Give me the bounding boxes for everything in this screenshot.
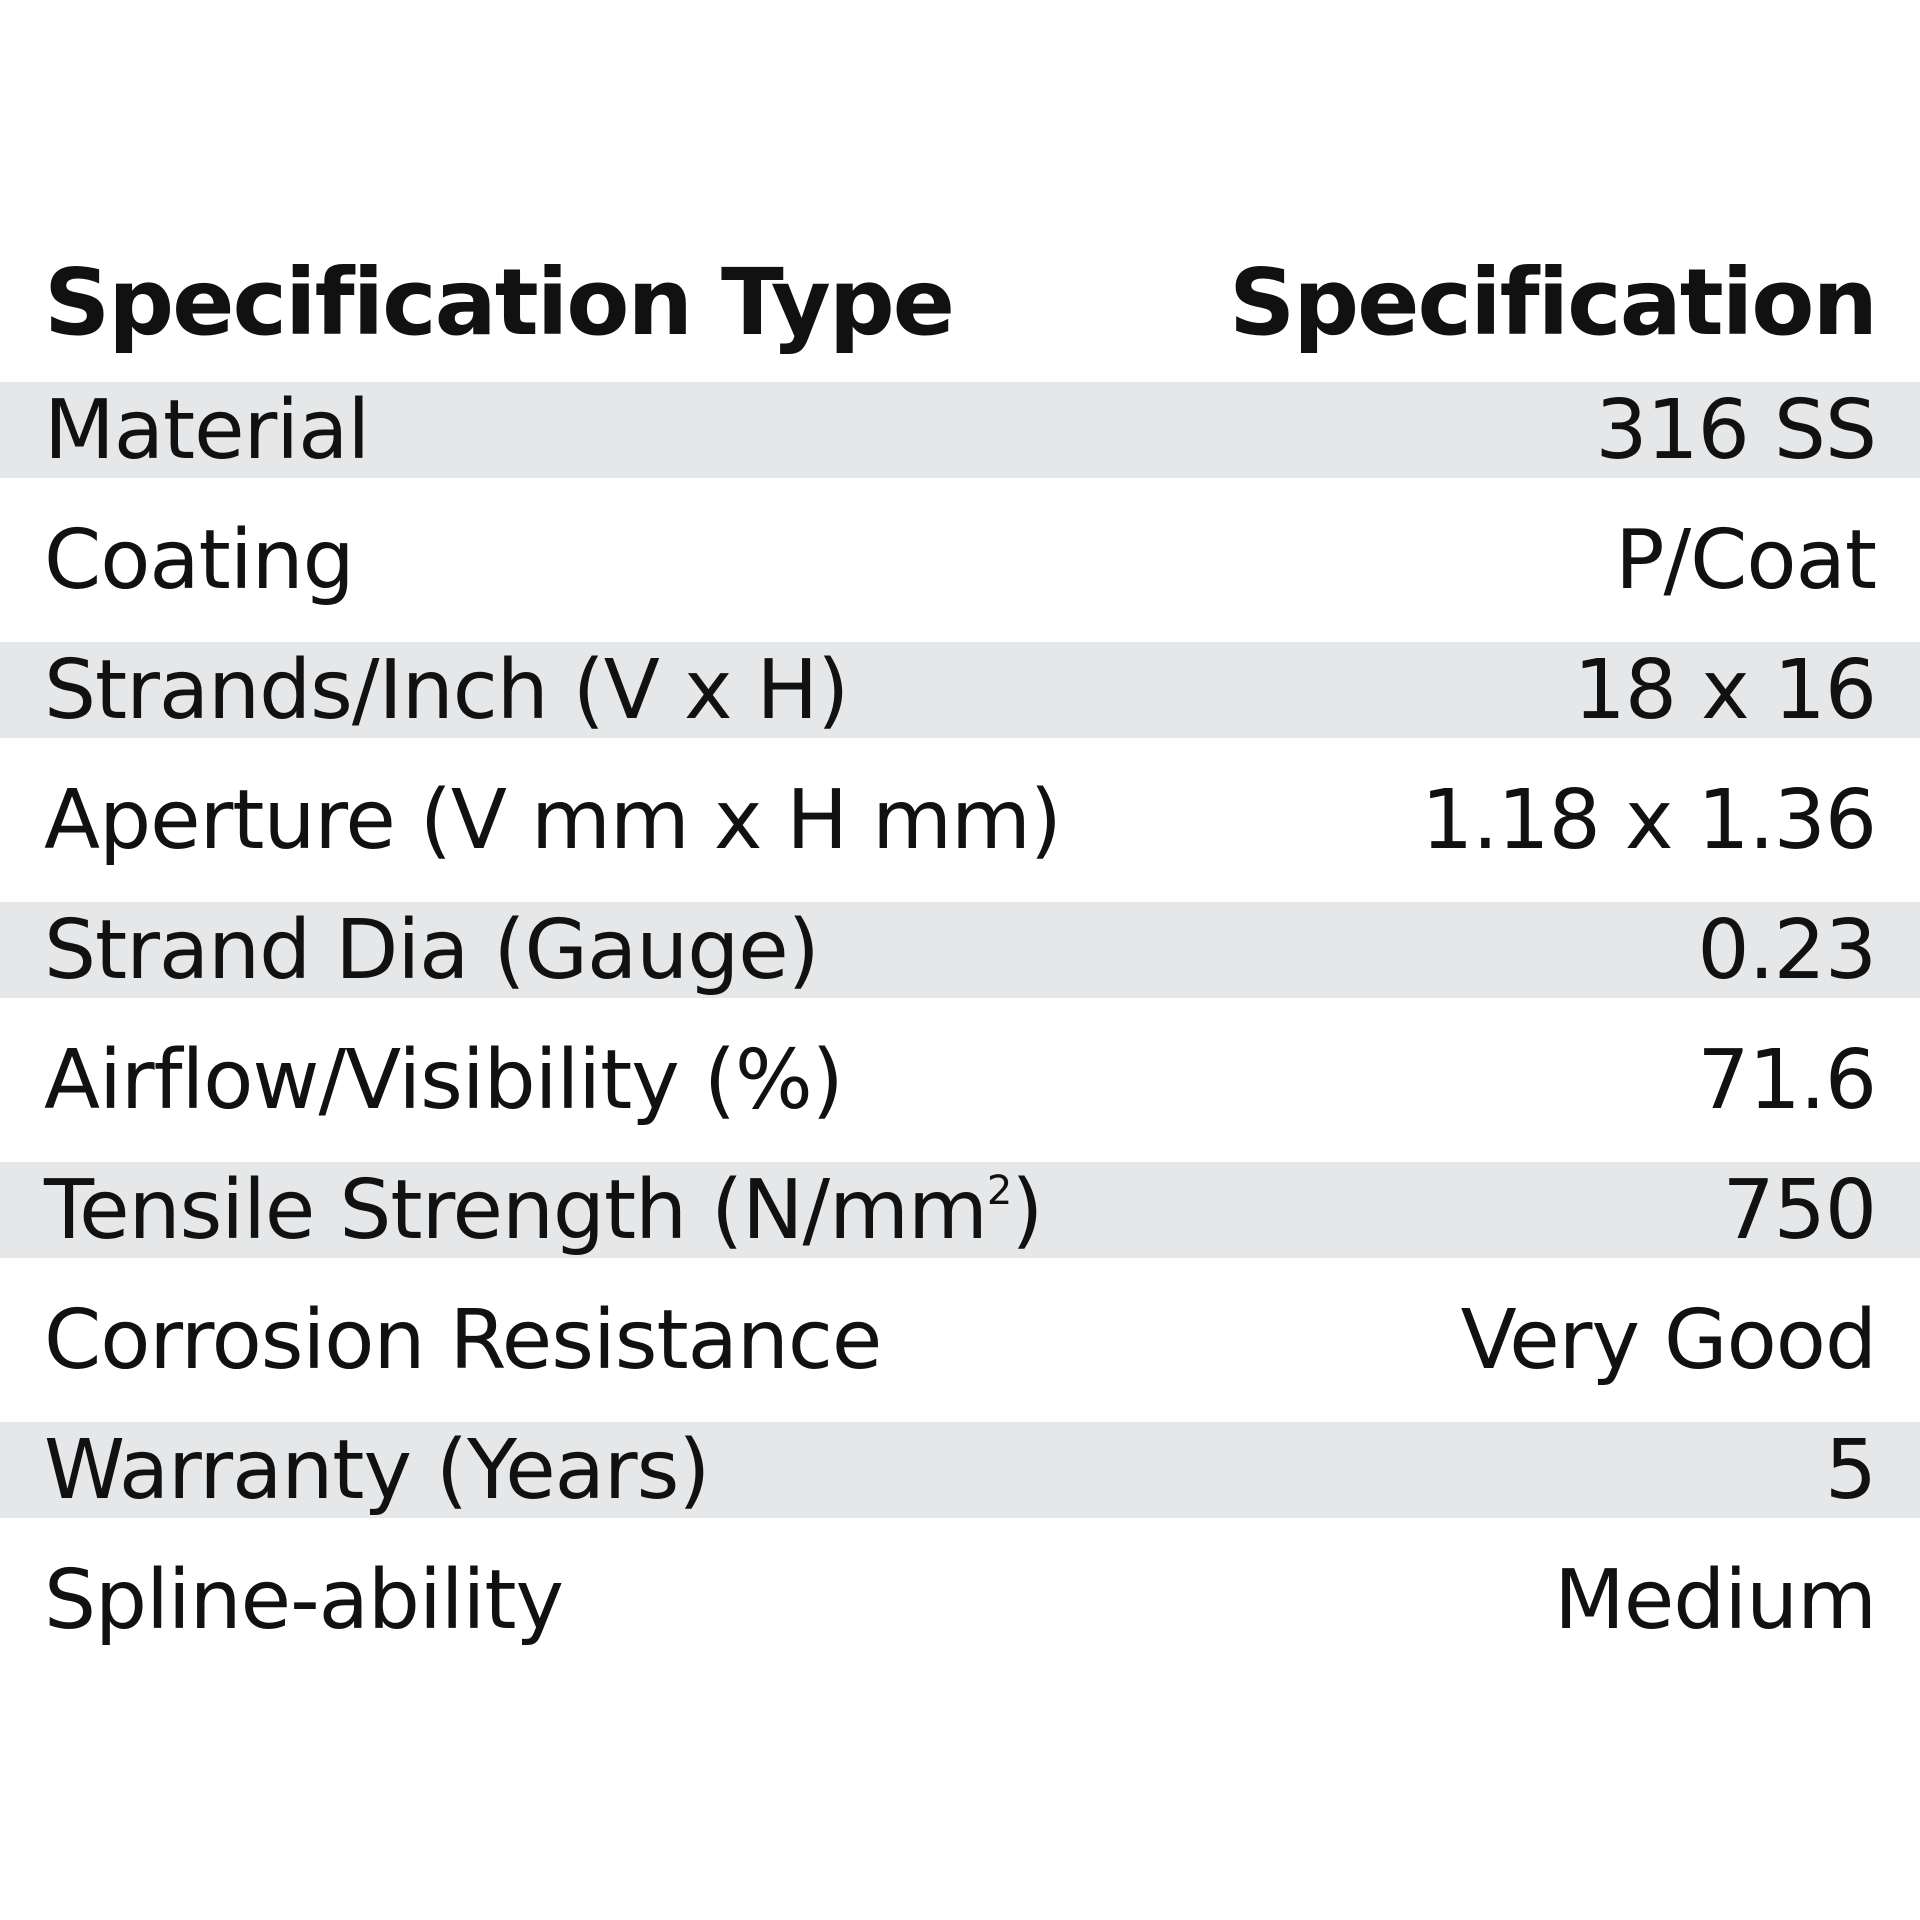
row-label: Coating (44, 512, 355, 608)
row-label: Warranty (Years) (44, 1422, 710, 1518)
table-row-warranty: Warranty (Years) 5 (0, 1422, 1920, 1518)
row-label-superscript: 2 (986, 1167, 1012, 1214)
row-label-suffix: ) (1011, 1162, 1043, 1258)
row-value: 18 x 16 (1573, 642, 1877, 738)
row-value: Medium (1554, 1552, 1877, 1648)
table-row-tensile: Tensile Strength (N/mm2) 750 (0, 1162, 1920, 1258)
header-spec: Specification (1229, 248, 1878, 356)
row-label: Airflow/Visibility (%) (44, 1032, 844, 1128)
table-row-strand-dia: Strand Dia (Gauge) 0.23 (0, 902, 1920, 998)
row-value: 750 (1722, 1162, 1877, 1258)
table-row-airflow: Airflow/Visibility (%) 71.6 (0, 1015, 1920, 1145)
row-label: Spline-ability (44, 1552, 564, 1648)
row-label: Strands/Inch (V x H) (44, 642, 849, 738)
row-label-main: Tensile Strength (N/mm (44, 1162, 988, 1258)
row-value: Very Good (1460, 1292, 1877, 1388)
row-value: 71.6 (1697, 1032, 1877, 1128)
row-value: 0.23 (1697, 902, 1877, 998)
header-spec-type: Specification Type (44, 248, 955, 356)
table-row-strands: Strands/Inch (V x H) 18 x 16 (0, 642, 1920, 738)
row-label: Corrosion Resistance (44, 1292, 882, 1388)
table-row-corrosion: Corrosion Resistance Very Good (0, 1275, 1920, 1405)
table-row-aperture: Aperture (V mm x H mm) 1.18 x 1.36 (0, 755, 1920, 885)
table-row-spline: Spline-ability Medium (0, 1535, 1920, 1665)
row-value: 316 SS (1595, 382, 1877, 478)
row-label: Aperture (V mm x H mm) (44, 772, 1062, 868)
row-label: Tensile Strength (N/mm2) (44, 1162, 1043, 1258)
row-value: 5 (1824, 1422, 1877, 1518)
row-label: Strand Dia (Gauge) (44, 902, 820, 998)
table-header: Specification Type Specification (0, 240, 1920, 364)
spec-table: Specification Type Specification Materia… (0, 240, 1920, 1665)
table-row-material: Material 316 SS (0, 382, 1920, 478)
row-value: P/Coat (1615, 512, 1877, 608)
table-row-coating: Coating P/Coat (0, 495, 1920, 625)
row-value: 1.18 x 1.36 (1421, 772, 1877, 868)
row-label: Material (44, 382, 370, 478)
